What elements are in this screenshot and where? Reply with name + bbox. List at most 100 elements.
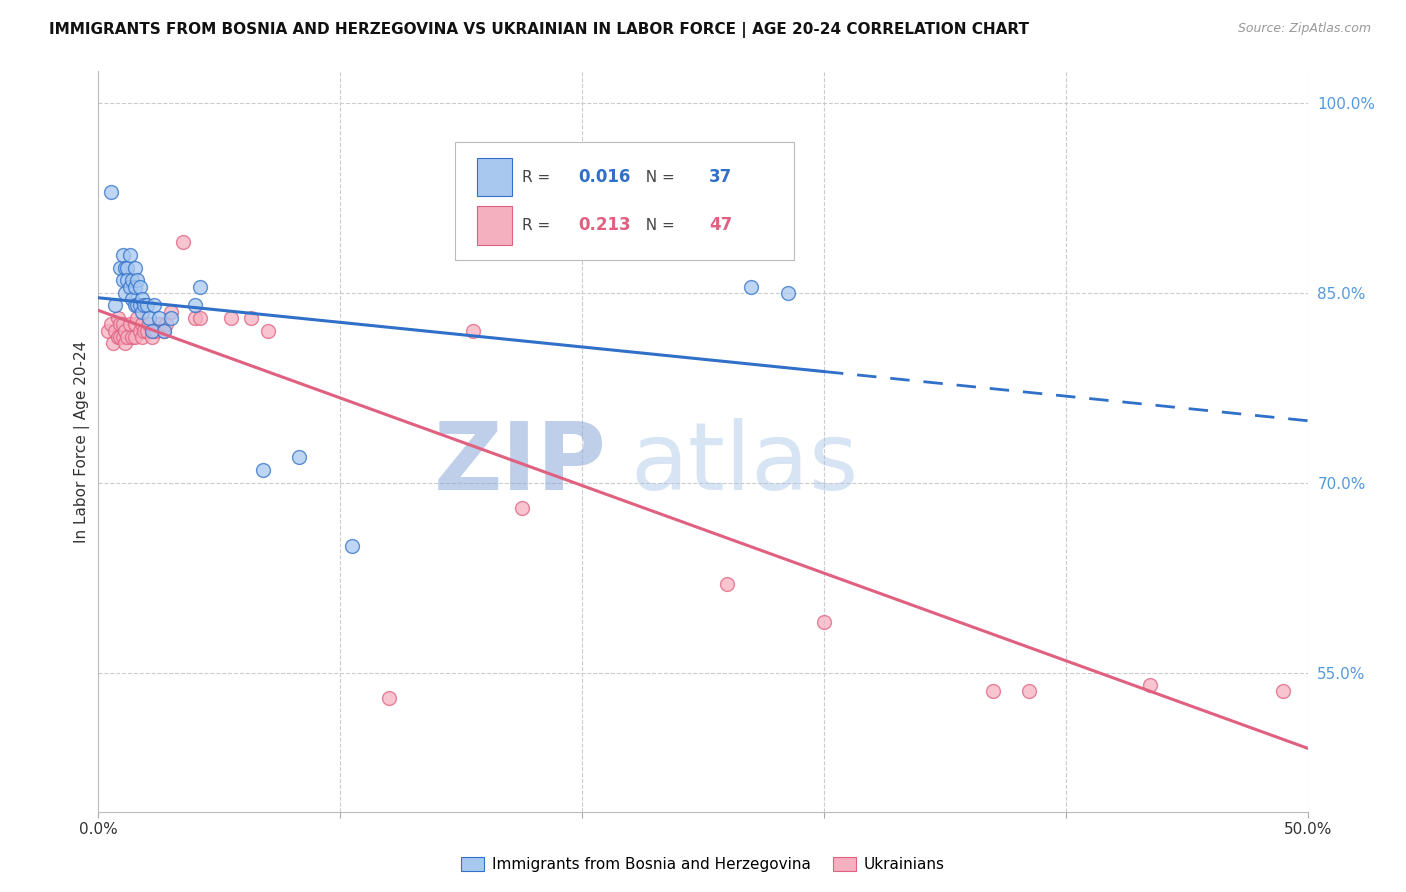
Point [716,577,738,591]
Point [155,318,177,332]
Point [124,279,146,293]
Point [108,330,131,344]
FancyBboxPatch shape [456,142,793,260]
Point [135,324,157,338]
Point [740,279,762,293]
Point [124,298,146,312]
Point [547,210,569,224]
Point [981,684,1004,698]
Point [463,324,485,338]
Text: 37: 37 [709,169,733,186]
Point [114,336,136,351]
Text: R =: R = [522,218,555,233]
Point [134,298,156,312]
Point [143,324,166,338]
Point [114,260,136,275]
Point [141,324,163,338]
Point [114,324,136,338]
Point [184,311,207,326]
Text: 0.016: 0.016 [578,169,631,186]
Point [252,463,274,477]
Text: 47: 47 [709,217,733,235]
Point [188,279,211,293]
Point [813,615,835,629]
Text: N =: N = [637,169,681,185]
Point [111,330,134,344]
Point [152,324,174,338]
Text: R =: R = [522,169,555,185]
Y-axis label: In Labor Force | Age 20-24: In Labor Force | Age 20-24 [75,341,90,542]
Point [118,318,141,332]
Point [127,273,149,287]
Point [121,273,143,287]
Point [510,500,533,515]
Point [128,298,150,312]
Point [121,330,143,344]
Legend: Immigrants from Bosnia and Herzegovina, Ukrainians: Immigrants from Bosnia and Herzegovina, … [456,851,950,878]
Point [221,311,243,326]
Point [131,292,153,306]
Point [104,324,127,338]
Point [114,285,136,300]
Point [117,273,139,287]
Point [97,324,120,338]
Point [127,298,149,312]
Point [138,318,160,332]
Point [148,318,170,332]
Point [127,311,149,326]
Text: ZIP: ZIP [433,417,606,509]
Point [160,311,183,326]
Point [100,185,122,199]
Point [117,260,139,275]
FancyBboxPatch shape [477,206,512,244]
Point [172,235,194,250]
Point [188,311,211,326]
Point [121,292,143,306]
Point [124,318,146,332]
Point [184,298,207,312]
Point [111,318,134,332]
Point [141,330,163,344]
Point [108,260,131,275]
Point [288,450,311,465]
Point [138,311,160,326]
Point [101,336,124,351]
Point [145,324,167,338]
Point [131,330,153,344]
Text: N =: N = [637,218,681,233]
Point [118,248,141,262]
Point [128,279,150,293]
Point [1272,684,1295,698]
Point [152,324,174,338]
Point [377,690,399,705]
Point [117,330,139,344]
Point [1018,684,1040,698]
Text: 0.213: 0.213 [578,217,631,235]
Point [128,324,150,338]
Point [118,279,141,293]
Point [100,318,122,332]
Point [776,285,799,300]
Point [131,305,153,319]
FancyBboxPatch shape [477,158,512,196]
Point [104,298,127,312]
Point [107,311,129,326]
Text: Source: ZipAtlas.com: Source: ZipAtlas.com [1237,22,1371,36]
Point [1139,678,1161,692]
Point [134,324,156,338]
Point [342,539,364,553]
Text: IMMIGRANTS FROM BOSNIA AND HERZEGOVINA VS UKRAINIAN IN LABOR FORCE | AGE 20-24 C: IMMIGRANTS FROM BOSNIA AND HERZEGOVINA V… [49,22,1029,38]
Point [160,305,183,319]
Point [107,330,129,344]
Point [124,330,146,344]
Point [111,273,134,287]
Point [148,311,170,326]
Point [239,311,262,326]
Point [256,324,278,338]
Point [108,318,131,332]
Point [135,298,157,312]
Point [143,298,166,312]
Point [131,318,153,332]
Point [111,248,134,262]
Text: atlas: atlas [630,417,859,509]
